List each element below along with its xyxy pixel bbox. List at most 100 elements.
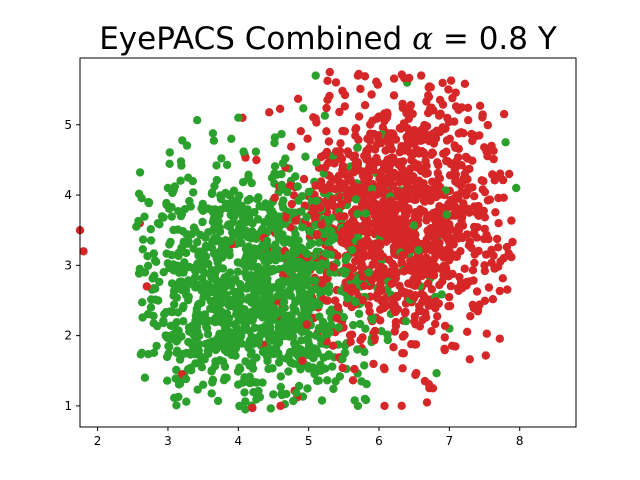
red-point xyxy=(440,344,449,353)
green-point xyxy=(253,280,263,290)
x-tick-label: 2 xyxy=(94,434,102,448)
green-point xyxy=(305,226,314,236)
green-point xyxy=(197,286,206,295)
green-point xyxy=(270,162,280,171)
green-point xyxy=(182,291,191,300)
red-point xyxy=(440,333,449,342)
green-point xyxy=(173,308,183,317)
green-point xyxy=(178,136,187,145)
green-point xyxy=(274,221,284,231)
red-point xyxy=(396,228,406,238)
red-point xyxy=(400,330,409,340)
red-point xyxy=(457,161,466,170)
green-point xyxy=(209,136,219,145)
green-point xyxy=(512,183,521,193)
red-point xyxy=(445,292,454,302)
red-point xyxy=(365,143,374,153)
red-point xyxy=(422,97,431,106)
green-point xyxy=(216,205,226,214)
red-point xyxy=(495,286,504,296)
red-point xyxy=(469,228,479,238)
red-point xyxy=(499,193,508,202)
red-point xyxy=(275,104,285,114)
green-point xyxy=(179,268,188,277)
green-point xyxy=(243,196,252,205)
red-point xyxy=(460,79,470,89)
red-point xyxy=(360,101,370,110)
red-point xyxy=(438,78,447,88)
green-point xyxy=(310,261,319,270)
red-point xyxy=(442,136,452,145)
green-point xyxy=(275,228,284,237)
green-point xyxy=(235,363,244,372)
red-point xyxy=(493,243,503,252)
red-point xyxy=(480,224,489,234)
green-point xyxy=(286,357,295,366)
red-point xyxy=(478,113,487,122)
red-point xyxy=(475,101,485,111)
y-tick-label: 1 xyxy=(64,399,72,413)
red-point xyxy=(364,301,373,310)
red-point xyxy=(410,312,420,321)
green-point xyxy=(181,248,191,258)
red-point xyxy=(389,91,399,100)
red-point xyxy=(302,320,311,329)
red-point xyxy=(494,262,503,271)
green-point xyxy=(234,380,243,389)
x-tick-label: 8 xyxy=(516,434,524,448)
green-point xyxy=(303,268,313,277)
red-point xyxy=(323,76,332,86)
green-point xyxy=(174,248,183,258)
green-point xyxy=(184,263,193,272)
chart-title: EyePACS Combined α = 0.8 Y xyxy=(99,21,557,57)
red-point xyxy=(311,114,320,123)
green-point xyxy=(253,215,263,224)
green-point xyxy=(253,195,262,204)
green-point xyxy=(146,303,156,312)
red-point xyxy=(388,173,397,182)
green-point xyxy=(212,161,221,170)
green-point xyxy=(153,219,163,228)
green-point xyxy=(250,274,259,283)
red-point xyxy=(494,219,503,228)
green-point xyxy=(181,374,191,384)
green-point xyxy=(320,229,329,239)
red-point xyxy=(413,278,422,287)
red-point xyxy=(354,112,364,121)
green-point xyxy=(174,334,183,343)
green-point xyxy=(261,256,270,265)
red-point xyxy=(366,129,375,138)
red-point xyxy=(311,181,320,190)
green-point xyxy=(326,235,336,244)
red-point xyxy=(495,334,504,343)
green-point xyxy=(305,240,314,250)
green-point xyxy=(281,154,290,163)
green-point xyxy=(177,210,187,219)
green-point xyxy=(220,324,230,333)
red-point xyxy=(372,77,381,86)
red-point xyxy=(395,281,404,291)
green-point xyxy=(383,330,392,339)
green-point xyxy=(313,366,322,376)
plot-frame xyxy=(79,57,577,428)
green-point xyxy=(284,367,293,376)
red-point xyxy=(337,154,347,164)
red-point xyxy=(410,138,419,147)
red-point xyxy=(451,102,461,111)
green-point xyxy=(152,257,161,266)
red-point xyxy=(474,246,483,256)
green-point xyxy=(135,264,144,274)
red-point xyxy=(389,343,398,352)
green-point xyxy=(251,147,261,156)
red-point xyxy=(487,141,496,151)
red-point xyxy=(411,208,420,217)
green-point xyxy=(208,129,218,138)
red-point xyxy=(315,203,324,213)
green-point xyxy=(215,277,225,287)
green-point xyxy=(143,261,153,270)
green-point xyxy=(312,196,321,206)
red-point xyxy=(504,249,513,258)
red-point xyxy=(463,103,473,113)
red-point xyxy=(79,247,88,256)
green-point xyxy=(311,276,320,285)
